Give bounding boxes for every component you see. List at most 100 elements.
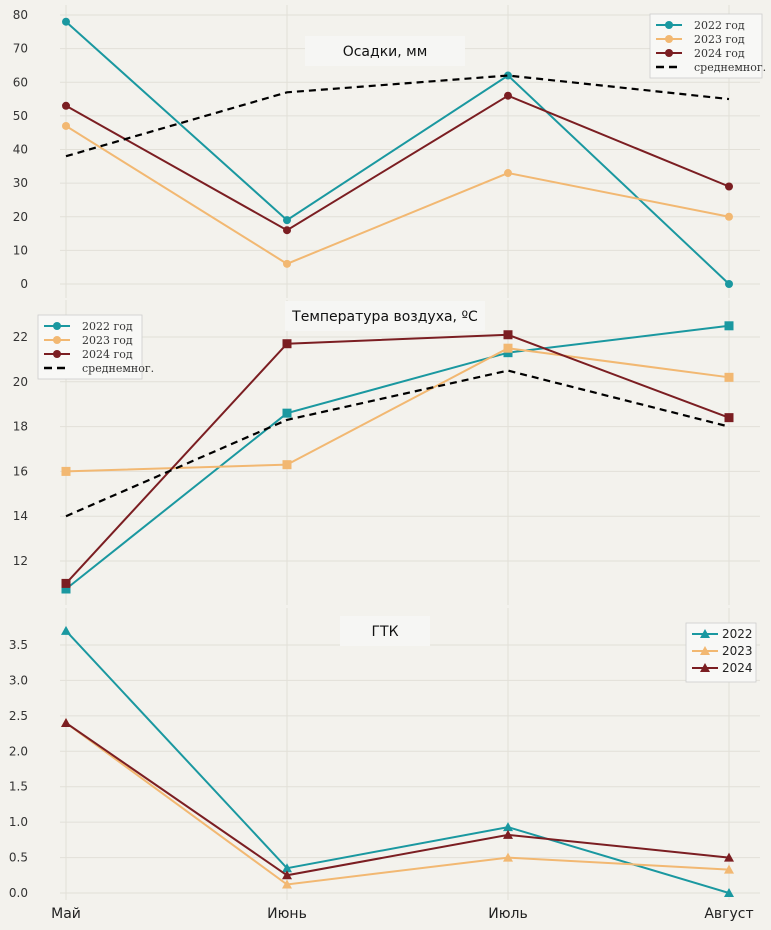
legend-marker (665, 21, 673, 29)
y-tick-label: 16 (13, 464, 28, 478)
data-point (504, 71, 512, 80)
y-tick-label: 80 (13, 8, 28, 22)
legend-label: 2023 год (694, 33, 745, 46)
chart-title-box: ГТК (340, 616, 430, 646)
y-tick-label: 10 (13, 243, 28, 257)
legend-label: 2024 (722, 661, 753, 675)
data-point (61, 625, 71, 635)
data-point (62, 121, 70, 130)
y-tick-label: 22 (13, 330, 28, 344)
legend-marker (53, 322, 61, 330)
data-point (724, 888, 734, 897)
series-line-2022 (65, 630, 730, 894)
data-point (61, 466, 71, 476)
data-point (282, 870, 292, 880)
data-point (283, 259, 291, 268)
legend-label: 2023 год (82, 334, 133, 347)
y-tick-label: 14 (13, 509, 28, 523)
legend-label: среднемног. (694, 61, 766, 74)
data-point (724, 852, 734, 862)
data-point (282, 863, 292, 873)
legend-label: среднемног. (82, 362, 154, 375)
title-background (285, 301, 485, 331)
legend-marker (53, 350, 61, 358)
series-line- (65, 74, 730, 158)
series-line-2022 (65, 324, 730, 590)
series-line-2023 (65, 722, 730, 886)
legend-label: 2022 (722, 627, 753, 641)
series-line-2022 (65, 20, 730, 285)
y-tick-label: 60 (13, 75, 28, 89)
panel-3: 0.0 0.5 1.0 1.5 2.0 2.5 3.0 3.5 ГТК 2022 2023 2024 (9, 608, 760, 900)
panel-1: 0 10 20 30 40 50 60 70 80 Осадки, мм 2022 год2023 … (13, 5, 766, 298)
y-tick-label: 2.5 (9, 709, 28, 723)
data-point (724, 864, 734, 874)
series-line-2024 (65, 94, 730, 232)
data-point (61, 717, 71, 727)
data-point (724, 372, 734, 382)
data-point (503, 829, 513, 839)
y-tick-label: 20 (13, 375, 28, 389)
y-tick-label: 30 (13, 176, 28, 190)
y-tick-label: 12 (13, 554, 28, 568)
data-point (283, 216, 291, 225)
legend-label: 2022 год (82, 320, 133, 333)
data-point (282, 460, 292, 470)
y-tick-label: 0.0 (9, 886, 28, 900)
x-tick-label: Август (704, 906, 753, 922)
chart-title: ГТК (371, 624, 398, 640)
x-tick-label: Июль (488, 906, 527, 922)
y-tick-label: 40 (13, 143, 28, 157)
legend: 2022 2023 2024 (685, 622, 757, 683)
data-point (282, 879, 292, 889)
series-line-2023 (65, 347, 730, 473)
data-point (503, 343, 513, 353)
chart-title: Температура воздуха, ºС (291, 309, 478, 325)
legend-marker (700, 663, 710, 672)
legend-marker (665, 35, 673, 43)
data-point (725, 182, 733, 191)
y-tick-label: 70 (13, 42, 28, 56)
y-tick-label: 0 (20, 277, 28, 291)
series-line-2024 (65, 722, 730, 877)
y-tick-label: 3.5 (9, 638, 28, 652)
data-point (725, 212, 733, 221)
data-point (504, 91, 512, 100)
series-line-2024 (65, 333, 730, 585)
chart-title-box: Температура воздуха, ºС (285, 301, 485, 331)
data-point (61, 578, 71, 588)
y-tick-label: 20 (13, 210, 28, 224)
panel-2: 12 14 16 18 20 22 Температура воздуха, ºС 2022 … (13, 300, 760, 605)
data-point (283, 226, 291, 235)
legend-marker (53, 336, 61, 344)
legend-label: 2024 год (82, 348, 133, 361)
data-point (62, 101, 70, 110)
legend-label: 2022 год (694, 19, 745, 32)
data-point (725, 280, 733, 288)
y-tick-label: 1.0 (9, 815, 28, 829)
data-point (724, 321, 734, 331)
series-line-2023 (65, 125, 730, 265)
data-point (61, 584, 71, 594)
y-tick-label: 1.5 (9, 780, 28, 794)
legend-box (685, 622, 757, 683)
y-tick-label: 18 (13, 420, 28, 434)
y-tick-label: 3.0 (9, 673, 28, 687)
legend-marker (665, 49, 673, 57)
title-background (305, 36, 465, 66)
data-point (724, 413, 734, 423)
y-tick-label: 0.5 (9, 851, 28, 865)
chart-title-box: Осадки, мм (305, 36, 465, 66)
legend-label: 2024 год (694, 47, 745, 60)
x-tick-label: Июнь (267, 906, 307, 922)
title-background (340, 616, 430, 646)
legend-marker (700, 646, 710, 655)
chart-title: Осадки, мм (343, 44, 428, 60)
legend-label: 2023 (722, 644, 753, 658)
data-point (503, 852, 513, 862)
y-tick-label: 50 (13, 109, 28, 123)
series-line- (65, 369, 730, 518)
